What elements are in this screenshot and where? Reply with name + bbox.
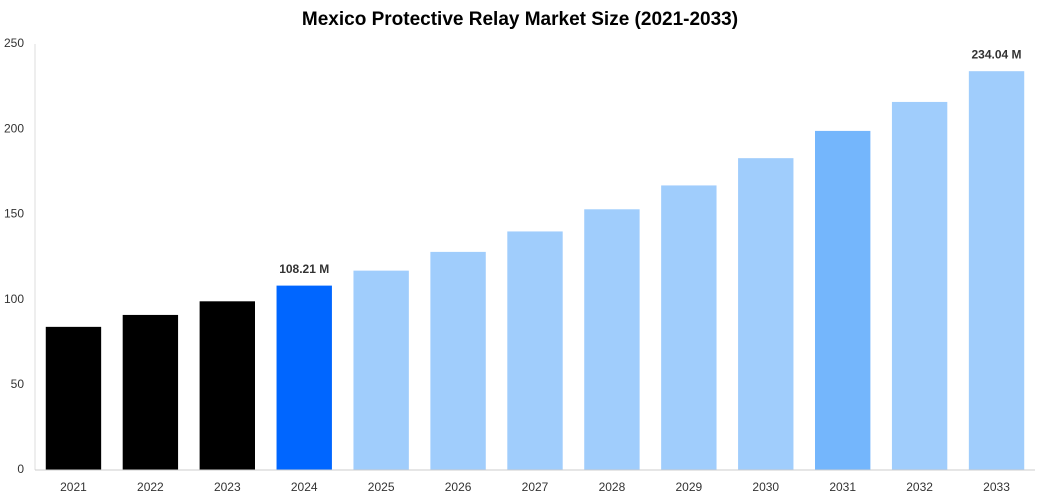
y-tick-label: 0	[17, 462, 24, 476]
y-tick-label: 100	[4, 292, 24, 306]
value-label: 234.04 M	[972, 47, 1022, 61]
bar	[199, 301, 255, 470]
x-tick-label: 2025	[368, 480, 395, 494]
y-tick-label: 50	[11, 377, 25, 391]
y-tick-label: 200	[4, 121, 24, 135]
bar	[815, 130, 871, 471]
x-tick-label: 2024	[291, 480, 318, 494]
y-tick-label: 250	[4, 36, 24, 50]
bar	[430, 251, 486, 470]
x-tick-label: 2028	[599, 480, 626, 494]
bar	[353, 270, 409, 470]
x-tick-label: 2021	[60, 480, 87, 494]
bar	[122, 314, 179, 470]
x-tick-label: 2033	[983, 480, 1010, 494]
x-tick-label: 2032	[906, 480, 933, 494]
value-label: 108.21 M	[279, 262, 329, 276]
bar	[276, 285, 332, 470]
bar	[661, 185, 717, 470]
bar	[507, 231, 563, 470]
x-tick-label: 2030	[752, 480, 779, 494]
y-tick-label: 150	[4, 207, 24, 221]
chart-title: Mexico Protective Relay Market Size (202…	[302, 9, 738, 30]
x-tick-label: 2022	[137, 480, 164, 494]
bar	[968, 71, 1025, 471]
bar	[584, 209, 640, 470]
x-tick-label: 2026	[445, 480, 472, 494]
x-tick-label: 2027	[522, 480, 549, 494]
bar	[45, 326, 102, 470]
x-tick-label: 2029	[675, 480, 702, 494]
x-tick-label: 2023	[214, 480, 241, 494]
bar	[738, 158, 794, 470]
bar	[891, 101, 948, 470]
x-tick-label: 2031	[829, 480, 856, 494]
